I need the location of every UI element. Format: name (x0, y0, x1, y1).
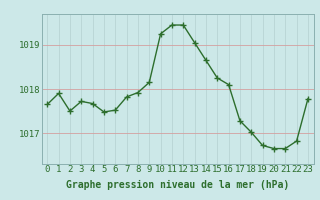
X-axis label: Graphe pression niveau de la mer (hPa): Graphe pression niveau de la mer (hPa) (66, 180, 289, 190)
